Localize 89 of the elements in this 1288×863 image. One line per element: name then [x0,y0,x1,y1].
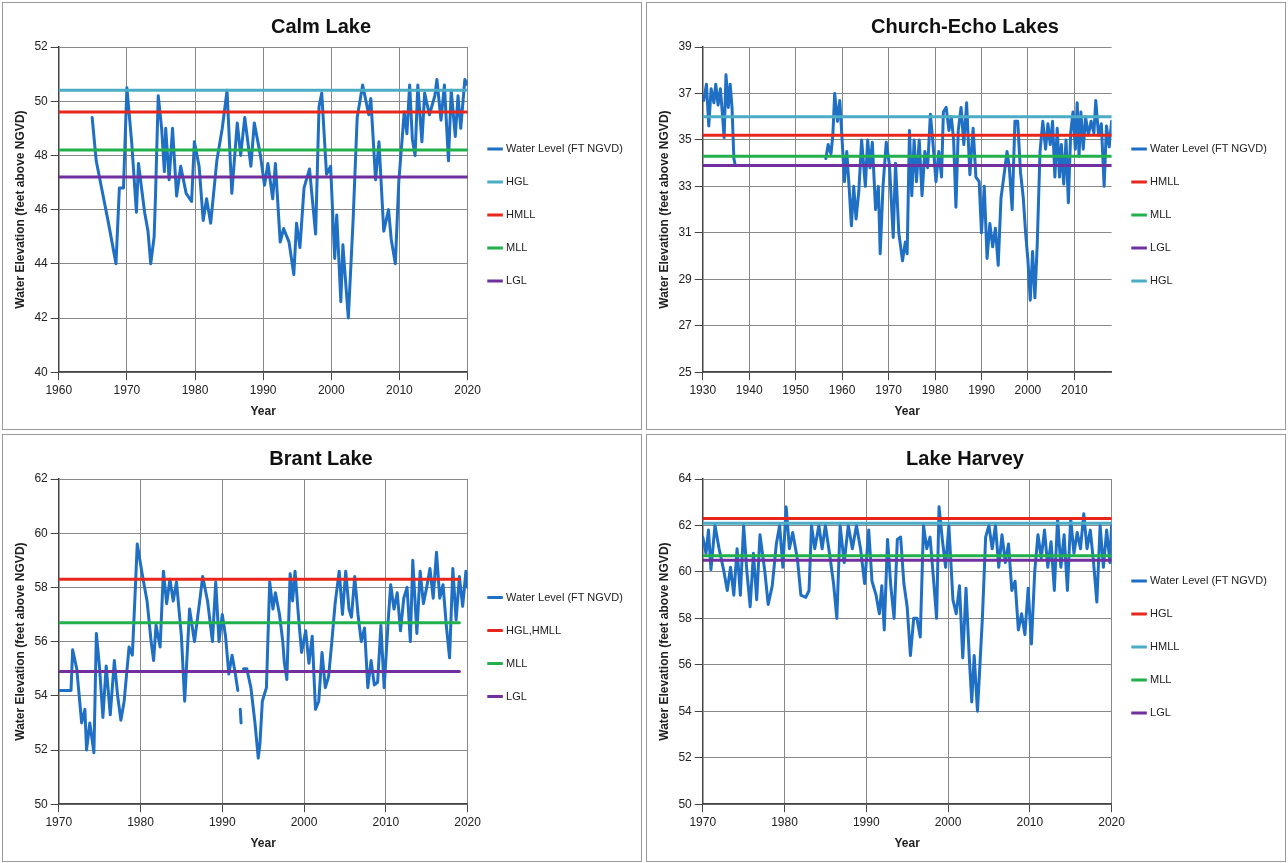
legend-label: LGL [1150,241,1171,254]
chart-title: Brant Lake [269,446,373,469]
y-tick-label: 50 [34,93,49,108]
legend-label: MLL [1150,673,1172,686]
x-tick-label: 2010 [386,382,414,397]
x-tick-label: 1990 [968,382,996,397]
y-tick-label: 31 [678,225,693,240]
y-axis-title: Water Elevation (feet above NGVD) [656,542,671,741]
x-tick-label: 2010 [372,814,400,829]
x-tick-label: 1970 [689,814,717,829]
x-tick-label: 2000 [1014,382,1042,397]
legend-label: MLL [506,656,528,669]
y-tick-label: 56 [34,633,49,648]
y-tick-label: 33 [678,178,693,193]
y-tick-label: 35 [678,132,693,147]
x-tick-label: 1990 [852,814,880,829]
x-tick-label: 1980 [181,382,209,397]
y-tick-label: 50 [678,796,693,811]
y-tick-label: 37 [678,85,693,100]
y-tick-label: 58 [678,610,693,625]
x-tick-label: 1930 [689,382,717,397]
y-axis-title: Water Elevation (feet above NGVD) [656,110,671,309]
legend-label: HGL [506,175,529,188]
y-tick-label: 52 [678,750,693,765]
chart-title: Lake Harvey [906,446,1025,469]
legend-label: Water Level (FT NGVD) [1150,574,1267,587]
x-axis-title: Year [894,836,921,851]
y-tick-label: 58 [34,579,49,594]
y-tick-label: 54 [34,688,49,703]
x-axis-title: Year [250,404,277,419]
x-tick-label: 1960 [828,382,856,397]
y-tick-label: 25 [678,364,693,379]
x-tick-label: 2010 [1061,382,1089,397]
y-tick-label: 62 [34,471,49,486]
x-tick-label: 1970 [875,382,903,397]
y-tick-label: 60 [34,525,49,540]
legend-label: HGL [1150,274,1173,287]
y-tick-label: 48 [34,147,49,162]
legend-label: Water Level (FT NGVD) [1150,142,1267,155]
y-tick-label: 56 [678,657,693,672]
y-axis-title: Water Elevation (feet above NGVD) [12,110,27,309]
x-tick-label: 2000 [317,382,345,397]
x-tick-label: 1970 [113,382,141,397]
legend-label: MLL [1150,208,1172,221]
x-tick-label: 2020 [454,382,482,397]
legend-label: HGL [1150,607,1173,620]
y-tick-label: 52 [34,742,49,757]
legend-label: MLL [506,241,528,254]
x-tick-label: 1980 [127,814,155,829]
x-tick-label: 1990 [208,814,236,829]
x-tick-label: 1970 [45,814,73,829]
legend-label: Water Level (FT NGVD) [506,590,623,603]
x-axis-title: Year [894,404,921,419]
x-tick-label: 1950 [782,382,810,397]
y-tick-label: 60 [678,564,693,579]
y-tick-label: 27 [678,318,693,333]
y-tick-label: 44 [34,256,49,271]
x-tick-label: 2010 [1016,814,1044,829]
legend-label: Water Level (FT NGVD) [506,142,623,155]
y-tick-label: 52 [34,39,49,54]
y-tick-label: 39 [678,39,693,54]
y-tick-label: 29 [678,271,693,286]
x-tick-label: 1980 [921,382,949,397]
legend-label: LGL [506,274,527,287]
y-tick-label: 40 [34,364,49,379]
legend-label: HMLL [1150,640,1180,653]
x-tick-label: 1980 [771,814,799,829]
legend-label: LGL [1150,706,1171,719]
x-tick-label: 1940 [735,382,763,397]
chart-title: Church-Echo Lakes [871,14,1059,37]
y-axis-title: Water Elevation (feet above NGVD) [12,542,27,741]
x-tick-label: 1960 [45,382,73,397]
x-tick-label: 2000 [934,814,962,829]
y-tick-label: 54 [678,703,693,718]
x-tick-label: 2020 [1098,814,1126,829]
legend-label: HMLL [1150,175,1180,188]
y-tick-label: 42 [34,310,49,325]
x-tick-label: 2000 [290,814,318,829]
y-tick-label: 50 [34,796,49,811]
x-tick-label: 2020 [454,814,482,829]
x-axis-title: Year [250,836,277,851]
legend-label: HGL,HMLL [506,623,562,636]
y-tick-label: 64 [678,471,693,486]
y-tick-label: 62 [678,517,693,532]
chart-title: Calm Lake [270,14,372,37]
legend-label: HMLL [506,208,536,221]
x-tick-label: 1990 [249,382,277,397]
legend-label: LGL [506,689,527,702]
y-tick-label: 46 [34,201,49,216]
